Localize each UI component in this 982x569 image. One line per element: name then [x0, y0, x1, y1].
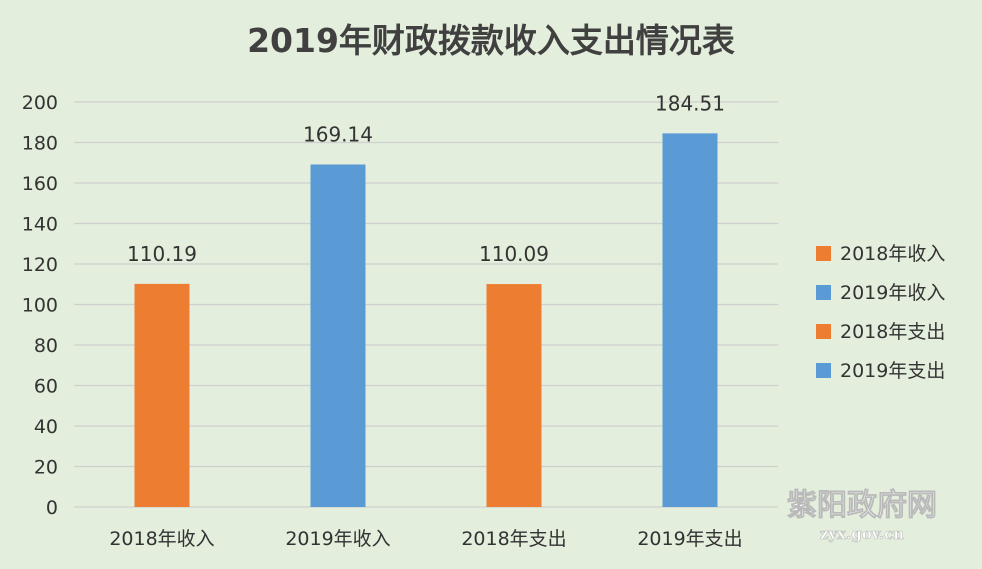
y-tick-label: 80	[34, 335, 58, 357]
y-tick-label: 40	[34, 416, 58, 438]
chart-title: 2019年财政拨款收入支出情况表	[247, 21, 735, 60]
y-axis-tick-labels: 0 20 40 60 80 100 120 140 160 180 200	[22, 92, 58, 519]
bars	[134, 133, 718, 507]
data-label: 169.14	[303, 122, 373, 146]
data-label: 184.51	[655, 91, 725, 115]
legend-swatch	[816, 246, 831, 261]
y-tick-label: 140	[22, 214, 58, 236]
bar	[310, 164, 366, 507]
y-tick-label: 60	[34, 376, 58, 398]
y-tick-label: 120	[22, 254, 58, 276]
x-tick-label: 2019年支出	[637, 528, 742, 550]
legend-label: 2018年支出	[840, 321, 945, 343]
data-label: 110.19	[127, 242, 197, 266]
x-tick-label: 2018年收入	[109, 528, 214, 550]
y-tick-label: 200	[22, 92, 58, 114]
y-tick-label: 100	[22, 295, 58, 317]
x-tick-label: 2018年支出	[461, 528, 566, 550]
watermark-name: 紫阳政府网	[787, 488, 937, 523]
y-tick-label: 0	[46, 497, 58, 519]
legend-swatch	[816, 285, 831, 300]
watermark-url: zyx.gov.cn	[820, 525, 904, 543]
legend-label: 2019年支出	[840, 360, 945, 382]
bar	[486, 284, 542, 507]
legend-swatch	[816, 324, 831, 339]
gridlines	[74, 101, 778, 508]
bar	[134, 283, 190, 507]
y-tick-label: 20	[34, 457, 58, 479]
x-tick-label: 2019年收入	[285, 528, 390, 550]
y-tick-label: 180	[22, 133, 58, 155]
bar	[662, 133, 718, 507]
legend: 2018年收入 2019年收入 2018年支出 2019年支出	[816, 243, 945, 382]
data-labels: 110.19 169.14 110.09 184.51	[127, 91, 725, 266]
x-axis-category-labels: 2018年收入 2019年收入 2018年支出 2019年支出	[109, 528, 742, 550]
data-label: 110.09	[479, 242, 549, 266]
legend-label: 2019年收入	[840, 282, 945, 304]
legend-swatch	[816, 363, 831, 378]
legend-label: 2018年收入	[840, 243, 945, 265]
watermark: 紫阳政府网 zyx.gov.cn	[787, 488, 938, 544]
y-tick-label: 160	[22, 173, 58, 195]
